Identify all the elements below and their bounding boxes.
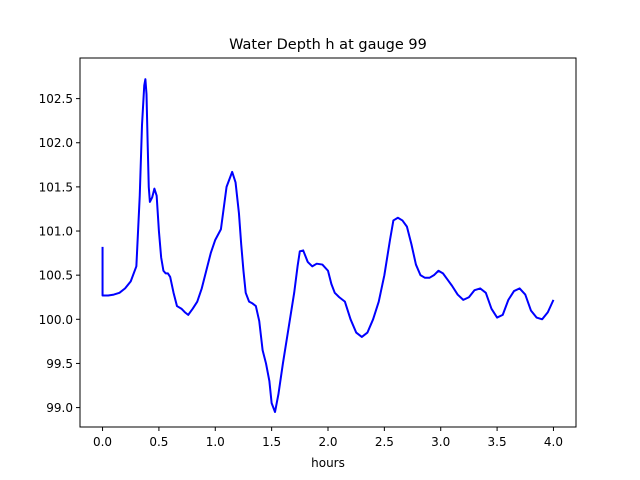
axes: 0.0 0.5 1.0 1.5 2.0 2.5 3.0 3.5 4.0 99.0 99.5 100.0… [39,57,577,449]
y-tick-label: 101.0 [39,225,73,239]
chart-title: Water Depth h at gauge 99 [229,37,427,53]
y-tick-label: 99.0 [46,401,73,415]
x-tick-label: 3.5 [488,435,507,449]
y-tick-label: 102.5 [39,92,73,106]
x-tick-label: 0.0 [93,435,112,449]
x-tick-label: 4.0 [544,435,563,449]
y-tick-label: 100.5 [39,269,73,283]
x-tick-label: 0.5 [149,435,168,449]
x-tick-label: 3.0 [431,435,450,449]
y-tick-label: 101.5 [39,180,73,194]
y-tick-label: 100.0 [39,313,73,327]
plot-area [101,78,555,413]
x-tick-label: 1.5 [262,435,281,449]
x-axis-label: hours [311,456,345,470]
x-tick-label: 2.5 [375,435,394,449]
y-tick-label: 102.0 [39,136,73,150]
y-tick-label: 99.5 [46,357,73,371]
x-tick-label: 1.0 [206,435,225,449]
x-tick-label: 2.0 [318,435,337,449]
series-line-0 [101,78,555,413]
